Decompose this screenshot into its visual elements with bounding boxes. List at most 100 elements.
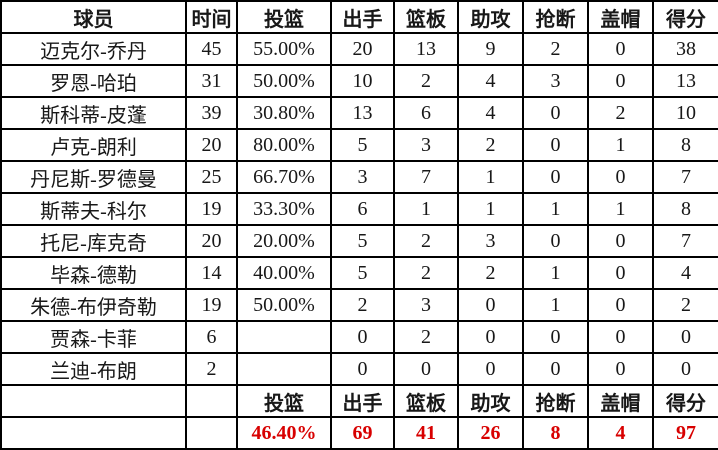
rebounds-cell: 2 bbox=[393, 320, 459, 354]
assists-cell: 0 bbox=[457, 288, 524, 322]
fg-pct-cell bbox=[236, 352, 332, 386]
player-name-cell: 斯蒂夫-科尔 bbox=[0, 192, 187, 226]
header-cell-blocks: 盖帽 bbox=[587, 0, 654, 34]
attempts-cell: 10 bbox=[330, 64, 395, 98]
fg-pct-cell: 33.30% bbox=[236, 192, 332, 226]
header-cell-steals: 抢断 bbox=[522, 0, 589, 34]
header-cell-player: 球员 bbox=[0, 0, 187, 34]
points-cell: 10 bbox=[652, 96, 718, 130]
steals-cell: 0 bbox=[522, 352, 589, 386]
minutes-cell: 19 bbox=[185, 192, 238, 226]
table-row: 迈克尔-乔丹 45 55.00% 20 13 9 2 0 38 bbox=[0, 32, 718, 66]
blocks-cell: 0 bbox=[587, 256, 654, 290]
assists-cell: 0 bbox=[457, 320, 524, 354]
assists-cell: 9 bbox=[457, 32, 524, 66]
fg-pct-cell: 50.00% bbox=[236, 64, 332, 98]
total-steals: 8 bbox=[522, 416, 589, 450]
total-attempts: 69 bbox=[330, 416, 395, 450]
total-rebounds: 41 bbox=[393, 416, 459, 450]
totals-label-points: 得分 bbox=[652, 384, 718, 418]
blocks-cell: 0 bbox=[587, 32, 654, 66]
minutes-cell: 20 bbox=[185, 224, 238, 258]
attempts-cell: 0 bbox=[330, 352, 395, 386]
player-name-cell: 毕森-德勒 bbox=[0, 256, 187, 290]
rebounds-cell: 2 bbox=[393, 224, 459, 258]
minutes-cell: 45 bbox=[185, 32, 238, 66]
table-row: 托尼-库克奇 20 20.00% 5 2 3 0 0 7 bbox=[0, 224, 718, 258]
player-name-cell: 迈克尔-乔丹 bbox=[0, 32, 187, 66]
points-cell: 38 bbox=[652, 32, 718, 66]
empty-cell bbox=[185, 416, 238, 450]
rebounds-cell: 2 bbox=[393, 256, 459, 290]
steals-cell: 2 bbox=[522, 32, 589, 66]
assists-cell: 4 bbox=[457, 96, 524, 130]
player-name-cell: 斯科蒂-皮蓬 bbox=[0, 96, 187, 130]
fg-pct-cell: 20.00% bbox=[236, 224, 332, 258]
points-cell: 7 bbox=[652, 224, 718, 258]
totals-value-row: 46.40% 69 41 26 8 4 97 bbox=[0, 416, 718, 450]
total-points: 97 bbox=[652, 416, 718, 450]
points-cell: 0 bbox=[652, 320, 718, 354]
header-cell-points: 得分 bbox=[652, 0, 718, 34]
totals-label-steals: 抢断 bbox=[522, 384, 589, 418]
assists-cell: 0 bbox=[457, 352, 524, 386]
steals-cell: 0 bbox=[522, 320, 589, 354]
fg-pct-cell: 30.80% bbox=[236, 96, 332, 130]
empty-cell bbox=[0, 416, 187, 450]
assists-cell: 2 bbox=[457, 128, 524, 162]
rebounds-cell: 1 bbox=[393, 192, 459, 226]
header-cell-minutes: 时间 bbox=[185, 0, 238, 34]
fg-pct-cell: 66.70% bbox=[236, 160, 332, 194]
attempts-cell: 5 bbox=[330, 256, 395, 290]
player-name-cell: 罗恩-哈珀 bbox=[0, 64, 187, 98]
total-blocks: 4 bbox=[587, 416, 654, 450]
blocks-cell: 0 bbox=[587, 224, 654, 258]
rebounds-cell: 3 bbox=[393, 128, 459, 162]
header-cell-fg-pct: 投篮 bbox=[236, 0, 332, 34]
points-cell: 7 bbox=[652, 160, 718, 194]
blocks-cell: 2 bbox=[587, 96, 654, 130]
table-row: 贾森-卡菲 6 0 2 0 0 0 0 bbox=[0, 320, 718, 354]
player-name-cell: 朱德-布伊奇勒 bbox=[0, 288, 187, 322]
table-row: 卢克-朗利 20 80.00% 5 3 2 0 1 8 bbox=[0, 128, 718, 162]
assists-cell: 1 bbox=[457, 160, 524, 194]
assists-cell: 2 bbox=[457, 256, 524, 290]
steals-cell: 0 bbox=[522, 160, 589, 194]
total-fg-pct: 46.40% bbox=[236, 416, 332, 450]
fg-pct-cell: 80.00% bbox=[236, 128, 332, 162]
player-name-cell: 兰迪-布朗 bbox=[0, 352, 187, 386]
fg-pct-cell: 55.00% bbox=[236, 32, 332, 66]
attempts-cell: 0 bbox=[330, 320, 395, 354]
table-row: 丹尼斯-罗德曼 25 66.70% 3 7 1 0 0 7 bbox=[0, 160, 718, 194]
attempts-cell: 13 bbox=[330, 96, 395, 130]
blocks-cell: 1 bbox=[587, 128, 654, 162]
blocks-cell: 0 bbox=[587, 160, 654, 194]
player-name-cell: 贾森-卡菲 bbox=[0, 320, 187, 354]
attempts-cell: 3 bbox=[330, 160, 395, 194]
totals-label-attempts: 出手 bbox=[330, 384, 395, 418]
steals-cell: 0 bbox=[522, 96, 589, 130]
fg-pct-cell: 40.00% bbox=[236, 256, 332, 290]
minutes-cell: 14 bbox=[185, 256, 238, 290]
attempts-cell: 20 bbox=[330, 32, 395, 66]
minutes-cell: 25 bbox=[185, 160, 238, 194]
attempts-cell: 2 bbox=[330, 288, 395, 322]
minutes-cell: 2 bbox=[185, 352, 238, 386]
attempts-cell: 5 bbox=[330, 224, 395, 258]
points-cell: 8 bbox=[652, 192, 718, 226]
empty-cell bbox=[185, 384, 238, 418]
minutes-cell: 20 bbox=[185, 128, 238, 162]
assists-cell: 1 bbox=[457, 192, 524, 226]
totals-label-blocks: 盖帽 bbox=[587, 384, 654, 418]
header-cell-attempts: 出手 bbox=[330, 0, 395, 34]
steals-cell: 1 bbox=[522, 288, 589, 322]
table-row: 斯科蒂-皮蓬 39 30.80% 13 6 4 0 2 10 bbox=[0, 96, 718, 130]
attempts-cell: 6 bbox=[330, 192, 395, 226]
header-cell-assists: 助攻 bbox=[457, 0, 524, 34]
blocks-cell: 1 bbox=[587, 192, 654, 226]
player-name-cell: 卢克-朗利 bbox=[0, 128, 187, 162]
totals-label-row: 投篮 出手 篮板 助攻 抢断 盖帽 得分 bbox=[0, 384, 718, 418]
totals-label-rebounds: 篮板 bbox=[393, 384, 459, 418]
points-cell: 0 bbox=[652, 352, 718, 386]
